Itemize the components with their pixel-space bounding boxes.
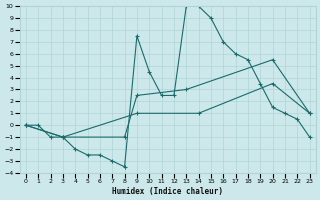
X-axis label: Humidex (Indice chaleur): Humidex (Indice chaleur) [112,187,223,196]
